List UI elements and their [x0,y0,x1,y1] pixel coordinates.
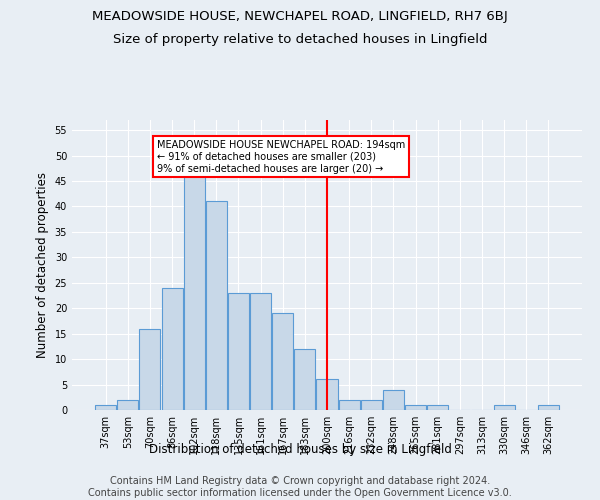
Bar [161,288,182,410]
Bar [228,293,249,410]
Bar [139,328,160,410]
Text: MEADOWSIDE HOUSE, NEWCHAPEL ROAD, LINGFIELD, RH7 6BJ: MEADOWSIDE HOUSE, NEWCHAPEL ROAD, LINGFI… [92,10,508,23]
Text: MEADOWSIDE HOUSE NEWCHAPEL ROAD: 194sqm
← 91% of detached houses are smaller (20: MEADOWSIDE HOUSE NEWCHAPEL ROAD: 194sqm … [157,140,405,173]
Bar [538,405,559,410]
Text: Contains HM Land Registry data © Crown copyright and database right 2024.
Contai: Contains HM Land Registry data © Crown c… [88,476,512,498]
Bar [184,176,205,410]
Bar [383,390,404,410]
Bar [361,400,382,410]
Bar [95,405,116,410]
Text: Size of property relative to detached houses in Lingfield: Size of property relative to detached ho… [113,32,487,46]
Bar [494,405,515,410]
Bar [295,349,316,410]
Bar [338,400,359,410]
Text: Distribution of detached houses by size in Lingfield: Distribution of detached houses by size … [149,442,451,456]
Bar [250,293,271,410]
Bar [316,380,338,410]
Y-axis label: Number of detached properties: Number of detached properties [36,172,49,358]
Bar [405,405,426,410]
Bar [206,202,227,410]
Bar [118,400,139,410]
Bar [272,314,293,410]
Bar [427,405,448,410]
